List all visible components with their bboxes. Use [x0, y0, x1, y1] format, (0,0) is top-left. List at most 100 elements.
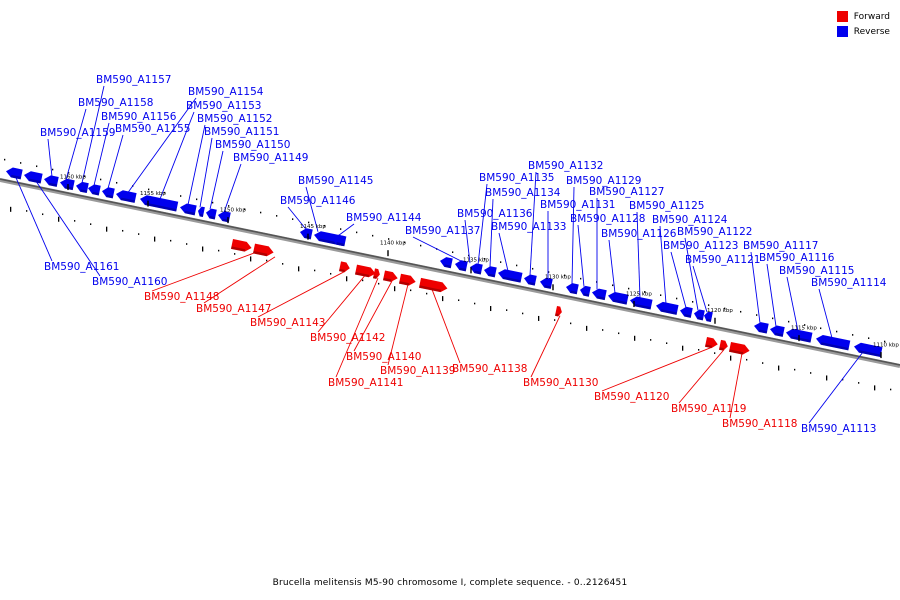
gene-arrow-shadow	[528, 281, 536, 286]
minor-tick	[314, 269, 316, 272]
gene-arrow	[418, 277, 448, 293]
minor-tick	[276, 215, 278, 217]
gene-arrow	[198, 206, 205, 218]
minor-tick	[292, 218, 294, 220]
gene-label: BM590_A1142	[310, 332, 385, 344]
minor-tick	[330, 272, 332, 275]
leader-line	[287, 206, 307, 230]
gene-arrow-shadow	[758, 329, 768, 334]
leader-line	[257, 270, 346, 318]
gene-arrow-shadow	[398, 281, 410, 286]
minor-tick	[74, 220, 76, 222]
leader-line	[209, 150, 224, 210]
minor-tick	[740, 310, 742, 313]
minor-tick	[516, 264, 518, 267]
legend-item-forward: Forward	[836, 9, 890, 24]
leader-line	[530, 315, 561, 378]
minor-tick	[10, 206, 12, 212]
gene-feature-bm590-a1117	[754, 322, 769, 334]
minor-tick	[298, 266, 300, 272]
minor-tick	[586, 325, 588, 331]
gene-feature-bm590-a1150	[206, 208, 217, 220]
leader-line	[93, 122, 110, 186]
gene-feature-bm590-a1153	[140, 195, 179, 212]
gene-label: BM590_A1121	[685, 254, 760, 266]
gene-label: BM590_A1156	[101, 111, 177, 123]
minor-tick	[570, 322, 572, 325]
gene-arrow	[592, 288, 607, 301]
gene-arrow-shadow	[596, 296, 606, 301]
gene-label: BM590_A1124	[652, 214, 728, 226]
gene-feature-bm590-a1136	[455, 260, 468, 272]
gene-arrow-shadow	[459, 267, 467, 272]
gene-arrow-shadow	[858, 350, 881, 358]
minor-tick	[84, 175, 86, 177]
gene-feature-bm590-a1127	[592, 288, 607, 301]
minor-tick	[20, 162, 22, 164]
minor-tick	[724, 307, 726, 310]
gene-feature-bm590-a1144	[332, 234, 345, 246]
minor-tick	[42, 213, 44, 216]
minor-tick	[884, 340, 886, 343]
gene-arrow	[718, 339, 728, 351]
gene-arrow	[44, 175, 59, 187]
gene-label: BM590_A1135	[479, 172, 554, 184]
minor-tick	[650, 339, 652, 341]
gene-feature-bm590-a1151	[198, 206, 205, 218]
minor-tick	[538, 315, 540, 321]
minor-tick	[122, 229, 124, 232]
gene-feature-bm590-a1121	[704, 311, 713, 323]
gene-arrow-shadow	[488, 273, 496, 278]
gene-feature-bm590-a1130	[554, 306, 562, 317]
minor-tick	[660, 294, 662, 296]
gene-feature-bm590-a1119	[718, 339, 728, 351]
scale-label: 1135 kbp	[463, 258, 489, 264]
leader-line	[608, 239, 616, 294]
leader-line	[387, 284, 409, 366]
gene-arrow-shadow	[106, 194, 114, 199]
scale-label: 1130 kbp	[545, 275, 571, 281]
minor-tick	[58, 216, 60, 222]
gene-label: BM590_A1125	[629, 200, 704, 212]
gene-arrow	[252, 243, 274, 257]
minor-tick	[836, 330, 838, 333]
gene-arrow	[102, 187, 115, 199]
gene-arrow-shadow	[336, 242, 344, 246]
gene-label: BM590_A1117	[743, 240, 818, 252]
gene-label: BM590_A1118	[722, 418, 797, 430]
gene-feature-bm590-a1131	[540, 277, 553, 289]
gene-feature-bm590-a1129	[566, 283, 579, 295]
gene-arrow-shadow	[28, 178, 42, 184]
gene-feature-bm590-a1113	[854, 342, 883, 358]
gene-arrow-shadow	[612, 299, 628, 305]
minor-tick	[842, 378, 844, 381]
minor-tick	[698, 349, 700, 351]
leader-line	[670, 251, 687, 308]
minor-tick	[548, 271, 550, 273]
leader-line	[353, 280, 393, 352]
gene-feature-bm590-a1156	[88, 184, 101, 196]
minor-tick	[388, 238, 390, 240]
gene-arrow-shadow	[230, 246, 246, 252]
gene-arrow	[484, 266, 497, 278]
gene-arrow	[180, 203, 197, 216]
leader-line	[577, 224, 585, 287]
leader-line	[750, 251, 761, 324]
gene-feature-bm590-a1126	[608, 291, 629, 305]
scale-labels: 1160 kbp 1155 kbp 1150 kbp 1145 kbp 1140 kbp…	[60, 174, 899, 359]
gene-feature-bm590-a1120	[704, 337, 718, 349]
gene-arrow	[498, 269, 523, 283]
gene-label: BM590_A1144	[346, 212, 422, 224]
gene-arrow	[608, 291, 629, 305]
gene-arrow	[704, 337, 718, 349]
gene-arrow-shadow	[790, 336, 811, 343]
gene-label: BM590_A1127	[589, 186, 664, 198]
gene-feature-bm590-a1134	[484, 266, 497, 278]
leader-line	[571, 186, 575, 285]
minor-tick	[138, 233, 140, 235]
gene-arrow-shadow	[382, 277, 392, 282]
gene-arrow-shadow	[502, 276, 521, 283]
gene-arrow	[382, 270, 398, 282]
minor-tick	[340, 228, 342, 230]
gene-feature-bm590-a1128	[580, 285, 591, 297]
